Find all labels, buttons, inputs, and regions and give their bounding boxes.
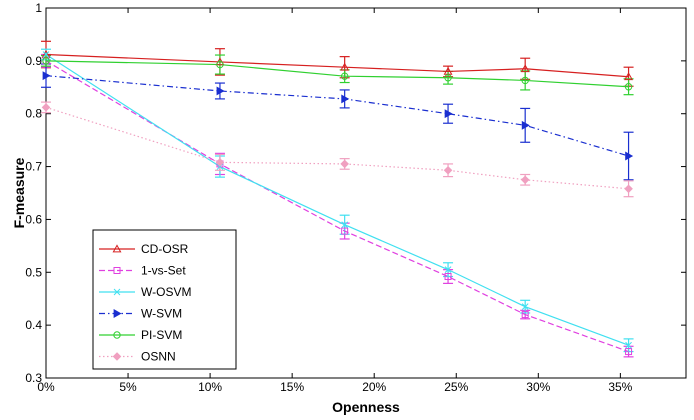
legend-marker-1-vs-set (113, 267, 121, 274)
x-tick-label: 5% (119, 380, 137, 394)
data-point-w-osvm-stroke (521, 303, 529, 310)
data-point-w-osvm (444, 266, 452, 273)
x-tick-label: 10% (198, 380, 222, 394)
data-point-pi-svm (444, 74, 452, 82)
data-point-osnn (443, 165, 453, 175)
legend-label-1-vs-set: 1-vs-Set (141, 264, 186, 278)
data-point-w-osvm (625, 341, 632, 349)
x-tick-label: 30% (526, 380, 550, 394)
y-axis-title: F-measure (11, 157, 27, 228)
legend-label-w-svm: W-SVM (141, 307, 182, 321)
legend-label-w-osvm: W-OSVM (141, 285, 191, 299)
x-axis-title: Openness (332, 399, 400, 415)
y-tick-label: 0.9 (25, 54, 42, 68)
axis-ticks: 0% 5% 10% 15% 20% 25% 30% 35% 0.3 0.4 0.5 0.6 0.7 0.8… (25, 1, 686, 394)
series-line-w-osvm (45, 54, 629, 346)
data-point-pi-svm (624, 83, 633, 91)
data-point-w-osvm (42, 51, 50, 58)
data-point-w-svm (444, 109, 453, 119)
series-lines (45, 53, 629, 353)
series-line-1-vs-set (45, 60, 629, 353)
legend-label-cd-osr: CD-OSR (141, 242, 189, 256)
y-tick-label: 0.6 (25, 212, 42, 226)
data-point-w-svm (521, 120, 530, 130)
legend-marker-w-osvm (113, 288, 121, 296)
y-tick-label: 0.4 (25, 318, 42, 332)
data-point-w-svm (42, 71, 51, 81)
legend-marker-pi-svm (113, 331, 121, 339)
legend-box (92, 229, 237, 370)
data-point-pi-svm (521, 76, 529, 85)
legend-label-osnn: OSNN (141, 350, 176, 364)
series-line-cd-osr (45, 53, 629, 78)
x-tick-label: 25% (444, 380, 468, 394)
y-tick-label: 0.7 (25, 160, 42, 174)
data-point-osnn (520, 175, 530, 185)
legend-marker-w-svm (113, 309, 122, 318)
legend-marker-osnn (112, 352, 122, 361)
data-point-pi-svm (42, 57, 50, 65)
x-tick-label: 0% (37, 380, 55, 394)
x-tick-label: 15% (280, 380, 304, 394)
x-tick-label: 20% (362, 380, 386, 394)
x-tick-label: 35% (608, 380, 632, 394)
legend-marker-cd-osr (112, 244, 122, 253)
data-point-cd-osr (520, 64, 530, 73)
series-line-w-svm (45, 75, 629, 157)
data-point-w-svm (341, 94, 350, 104)
data-point-w-osvm-stroke (42, 51, 50, 58)
y-tick-label: 0.8 (25, 107, 42, 121)
data-point-osnn (215, 158, 225, 167)
data-point-w-osvm-stroke (341, 221, 349, 229)
data-point-w-svm (216, 86, 225, 96)
series-line-pi-svm (45, 60, 629, 88)
data-point-1-vs-set (444, 273, 452, 281)
data-point-1-vs-set (521, 311, 529, 319)
data-point-pi-svm (340, 72, 349, 80)
data-point-w-osvm (341, 221, 349, 229)
data-point-osnn (41, 103, 51, 112)
data-point-w-osvm (521, 303, 529, 310)
data-point-osnn (624, 184, 633, 194)
data-point-osnn (340, 159, 349, 169)
series-line-osnn (45, 106, 629, 190)
legend-marker-w-osvm-stroke (113, 288, 121, 296)
data-point-1-vs-set (625, 348, 633, 356)
data-point-cd-osr (624, 72, 634, 81)
y-tick-label: 1 (35, 1, 42, 15)
y-tick-label: 0.5 (25, 265, 42, 279)
data-point-w-osvm-stroke (444, 266, 452, 273)
data-point-w-osvm-stroke (625, 341, 632, 349)
data-point-pi-svm (216, 60, 224, 69)
series-markers (41, 49, 634, 356)
data-point-w-svm (625, 151, 634, 161)
y-tick-label: 0.3 (25, 371, 42, 385)
data-point-cd-osr (340, 62, 350, 71)
legend-label-pi-svm: PI-SVM (141, 328, 182, 342)
legend: CD-OSR 1-vs-Set W-OSVM W-SVM PI-SVM OSNN (92, 229, 237, 370)
data-point-1-vs-set (341, 227, 349, 235)
